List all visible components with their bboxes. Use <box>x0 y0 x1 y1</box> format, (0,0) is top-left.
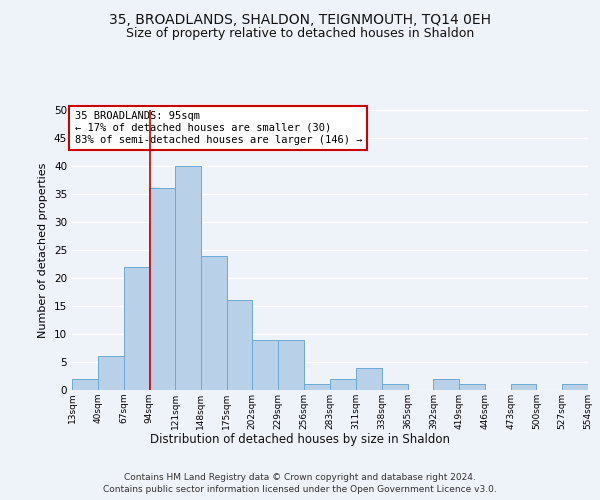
Bar <box>278 340 304 390</box>
Bar <box>252 340 278 390</box>
Bar <box>511 384 536 390</box>
Bar <box>201 256 227 390</box>
Bar <box>304 384 329 390</box>
Bar <box>356 368 382 390</box>
Bar <box>98 356 124 390</box>
Bar <box>329 379 356 390</box>
Bar <box>175 166 201 390</box>
Bar <box>124 267 149 390</box>
Bar <box>72 379 98 390</box>
Bar <box>149 188 175 390</box>
Text: Contains public sector information licensed under the Open Government Licence v3: Contains public sector information licen… <box>103 485 497 494</box>
Text: 35, BROADLANDS, SHALDON, TEIGNMOUTH, TQ14 0EH: 35, BROADLANDS, SHALDON, TEIGNMOUTH, TQ1… <box>109 12 491 26</box>
Bar <box>433 379 459 390</box>
Y-axis label: Number of detached properties: Number of detached properties <box>38 162 49 338</box>
Bar <box>382 384 408 390</box>
Text: Size of property relative to detached houses in Shaldon: Size of property relative to detached ho… <box>126 28 474 40</box>
Text: 35 BROADLANDS: 95sqm
← 17% of detached houses are smaller (30)
83% of semi-detac: 35 BROADLANDS: 95sqm ← 17% of detached h… <box>74 112 362 144</box>
Bar <box>562 384 588 390</box>
Bar <box>227 300 252 390</box>
Bar <box>459 384 485 390</box>
Text: Contains HM Land Registry data © Crown copyright and database right 2024.: Contains HM Land Registry data © Crown c… <box>124 472 476 482</box>
Text: Distribution of detached houses by size in Shaldon: Distribution of detached houses by size … <box>150 432 450 446</box>
